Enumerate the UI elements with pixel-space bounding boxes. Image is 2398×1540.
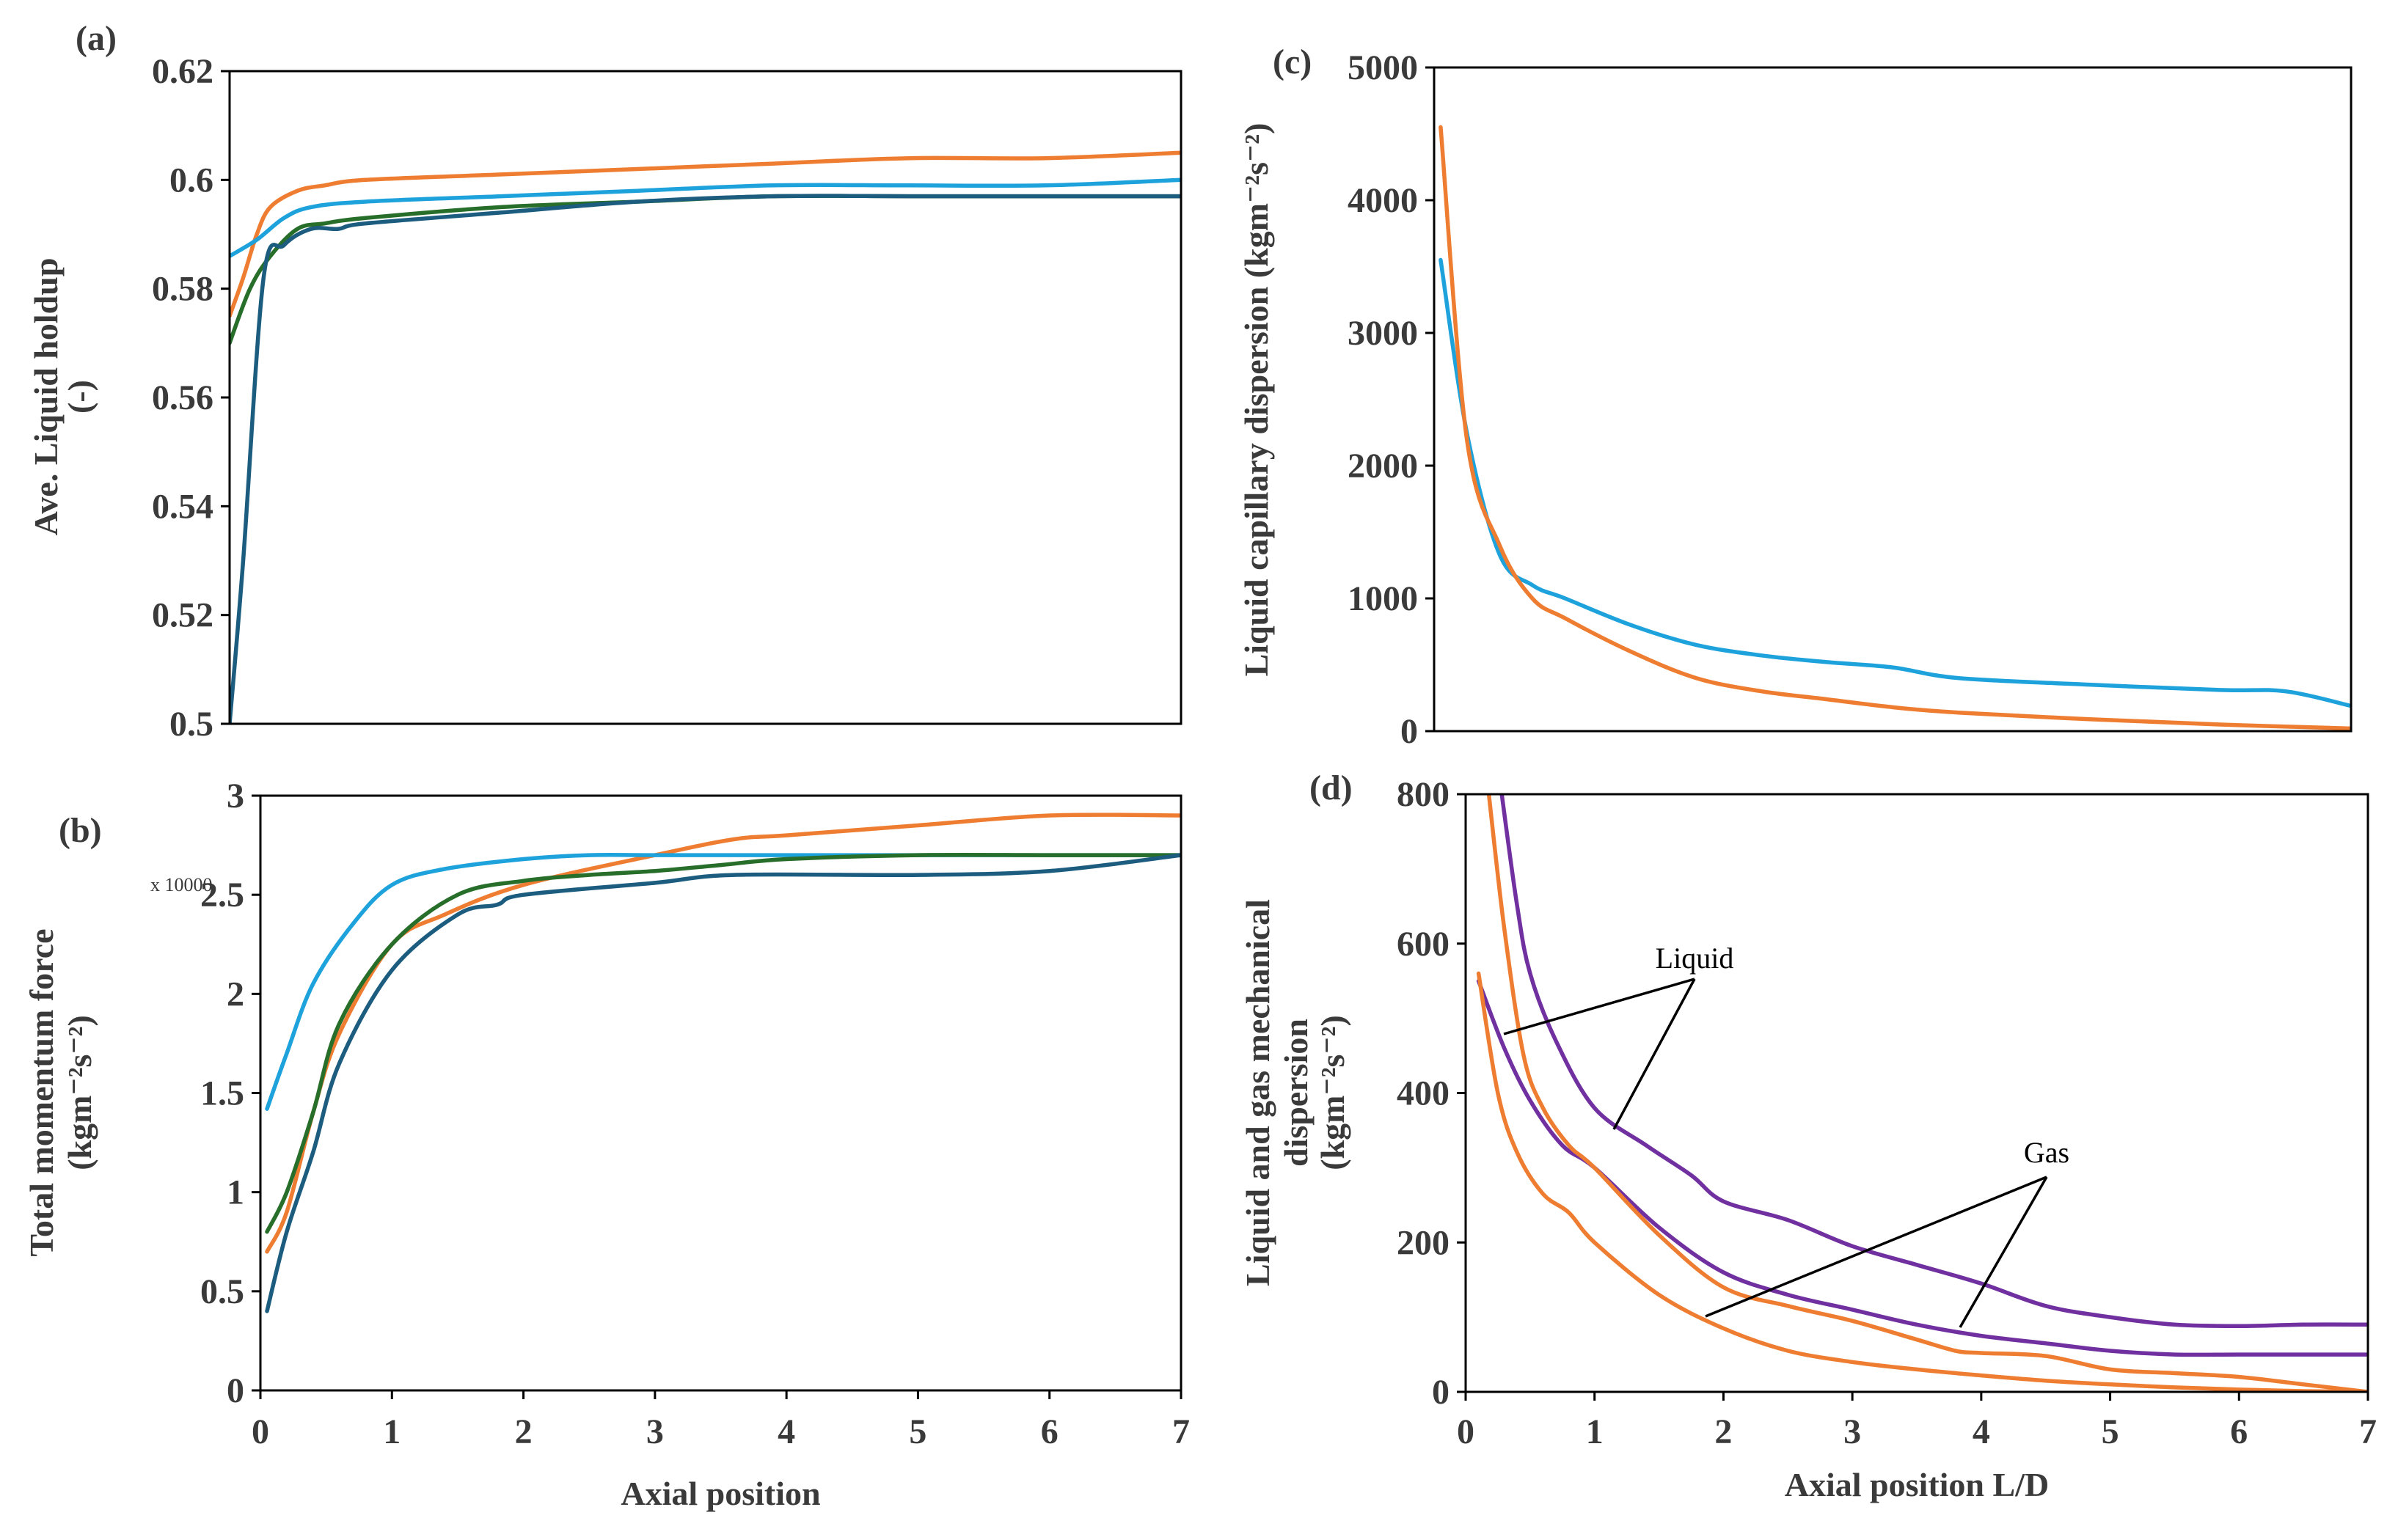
x-tick-label: 4 [778,1412,795,1451]
chart-panel-a: 0.5 0.52 0.54 0.56 0.58 0.6 0.62 (a) Ave. Liquid… [27,19,1182,744]
chart-panel-b: 0 0.5 1 1.5 2 2.5 3 0 1 2 3 4 5 6 7 (b) Total momentum f… [23,777,1190,1512]
y-axis-label: Liquid capillary dispersion (kgm⁻²s⁻²) [1238,123,1275,677]
y-tick-label: 5000 [1348,48,1418,87]
y-axis-label: Total momentum force [23,928,60,1256]
x-axis-label: Axial position L/D [1785,1466,2049,1503]
x-tick-label: 2 [515,1412,533,1451]
panel-label: (a) [76,19,117,58]
x-axis-label: Axial position [621,1475,820,1512]
y-tick-label: 0.56 [152,378,213,417]
x-tick-label: 4 [1973,1412,1990,1451]
series-line-1 [230,150,1181,318]
y-tick-label: 0 [227,1371,244,1410]
series-line-3 [265,852,1181,1234]
series-line-1 [1439,257,2351,708]
y-tick-label: 1.5 [200,1074,244,1113]
plot-frame [228,70,1182,725]
series-line-2 [1476,978,2368,1357]
y-tick-label: 0.62 [152,52,213,91]
y-tick-label: 3000 [1348,314,1418,353]
y-tick-label: 0.54 [152,487,213,526]
y-tick-label: 0.58 [152,270,213,309]
y-tick-label: 0.52 [152,596,213,635]
series-line-4 [230,194,1181,724]
series-line-2 [265,852,1181,1111]
annotation-arrow [1705,1176,2047,1318]
y-tick-label: 2 [227,975,244,1013]
plot-frame [1464,793,2369,1393]
x-tick-label: 5 [909,1412,926,1451]
series-group [265,813,1181,1313]
annotation-arrow [1959,1176,2048,1328]
y-tick-label: 1 [227,1173,244,1212]
y-axis-label: dispersion [1277,1019,1315,1167]
y-axis-multiplier: x 10000 [150,874,213,895]
series-line-3 [1486,794,2368,1392]
y-tick-label: 800 [1397,775,1450,814]
x-tick-label: 0 [1457,1412,1474,1451]
x-tick-label: 0 [252,1412,269,1451]
y-tick-label: 4000 [1348,181,1418,220]
y-tick-label: 1000 [1348,579,1418,618]
series-line-2 [1439,125,2351,731]
x-tick-label: 7 [2359,1412,2377,1451]
chart-panel-d: 0 200 400 600 800 0 1 2 3 4 5 6 7 (d) Liquid and gas m… [1239,769,2377,1503]
plot-frame [259,794,1182,1392]
x-tick-label: 3 [646,1412,664,1451]
y-axis-label: (kgm⁻²s⁻²) [61,1015,98,1170]
plot-frame [1433,66,2353,733]
annotation-label: Gas [2024,1136,2069,1169]
y-tick-label: 0 [1432,1373,1450,1412]
series-line-1 [1499,794,2368,1329]
x-tick-label: 6 [2230,1412,2248,1451]
annotation-arrow [1503,978,1695,1035]
y-tick-label: 2.5 [200,876,244,914]
y-tick-label: 400 [1397,1074,1450,1113]
y-axis-label: (-) [61,380,98,414]
x-tick-label: 5 [2102,1412,2119,1451]
series-group [1476,794,2368,1392]
panel-label: (c) [1273,43,1312,81]
annotation-label: Liquid [1656,942,1734,975]
y-tick-label: 3 [227,777,244,815]
y-axis-label: Liquid and gas mechanical [1239,899,1276,1286]
chart-panel-c: 0 1000 2000 3000 4000 5000 (c) Liquid capillary… [1238,43,2353,751]
x-tick-label: 1 [383,1412,401,1451]
series-group [230,150,1181,724]
series-line-3 [230,194,1181,345]
y-tick-label: 2000 [1348,447,1418,485]
y-axis-label: (kgm⁻²s⁻²) [1314,1015,1351,1170]
y-tick-label: 0.5 [200,1272,244,1311]
x-tick-label: 6 [1041,1412,1059,1451]
x-tick-label: 2 [1714,1412,1732,1451]
y-tick-label: 200 [1397,1223,1450,1262]
y-axis-label: Ave. Liquid holdup [27,258,65,536]
y-tick-label: 0.5 [169,705,213,744]
panel-label: (d) [1309,769,1353,807]
series-line-2 [230,177,1181,258]
y-tick-label: 0 [1400,712,1418,751]
series-line-4 [1476,971,2368,1392]
series-line-4 [265,853,1181,1313]
x-tick-label: 1 [1586,1412,1604,1451]
annotation-arrow [1612,978,1696,1130]
y-tick-label: 600 [1397,925,1450,964]
y-tick-label: 0.6 [169,161,213,199]
x-tick-label: 3 [1843,1412,1861,1451]
series-group [1439,125,2351,731]
panel-label: (b) [59,811,102,850]
x-tick-label: 7 [1172,1412,1190,1451]
